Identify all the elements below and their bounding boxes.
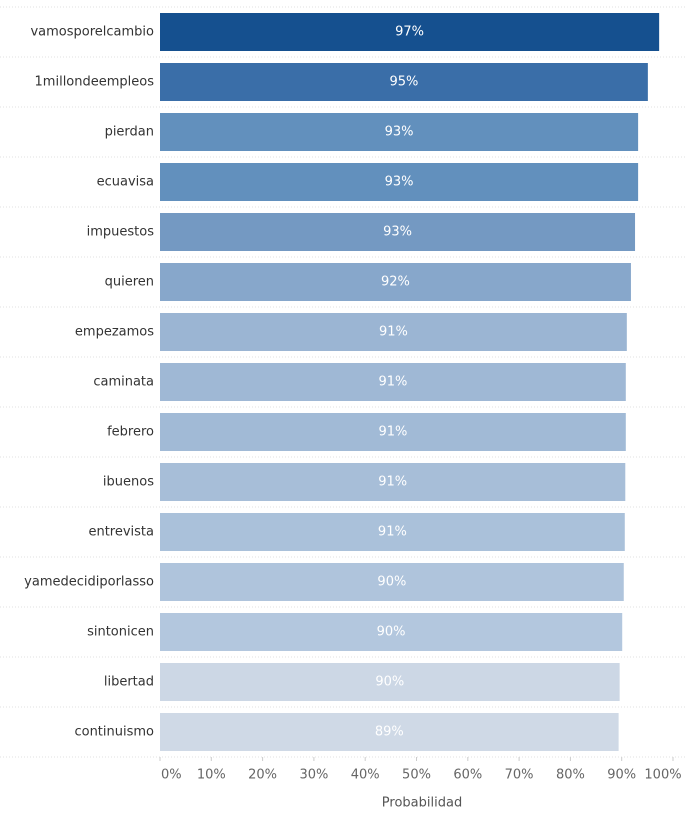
value-label: 93% bbox=[385, 125, 414, 140]
bar bbox=[160, 63, 648, 101]
x-tick-label: 10% bbox=[197, 768, 226, 783]
value-label: 97% bbox=[395, 25, 424, 40]
x-tick-label: 30% bbox=[299, 768, 328, 783]
value-label: 91% bbox=[379, 325, 408, 340]
category-label: ibuenos bbox=[103, 475, 154, 490]
x-axis-title: Probabilidad bbox=[382, 796, 462, 811]
category-label: quieren bbox=[105, 275, 154, 290]
x-tick-label: 70% bbox=[505, 768, 534, 783]
bar bbox=[160, 263, 631, 301]
category-label: empezamos bbox=[75, 325, 154, 340]
value-label: 91% bbox=[378, 425, 407, 440]
value-label: 93% bbox=[383, 225, 412, 240]
x-tick-label: 60% bbox=[453, 768, 482, 783]
bar bbox=[160, 163, 639, 201]
value-label: 89% bbox=[375, 725, 404, 740]
value-label: 90% bbox=[377, 575, 406, 590]
x-tick-label: 80% bbox=[556, 768, 585, 783]
category-label: continuismo bbox=[74, 725, 154, 740]
value-label: 92% bbox=[381, 275, 410, 290]
category-label: yamedecidiporlasso bbox=[24, 575, 154, 590]
bar bbox=[160, 513, 625, 551]
category-label: pierdan bbox=[105, 125, 154, 140]
value-label: 91% bbox=[378, 375, 407, 390]
value-label: 90% bbox=[375, 675, 404, 690]
category-label: 1millondeempleos bbox=[35, 75, 155, 90]
bar bbox=[160, 463, 626, 501]
value-label: 90% bbox=[377, 625, 406, 640]
bar bbox=[160, 613, 623, 651]
category-label: entrevista bbox=[88, 525, 154, 540]
bar bbox=[160, 213, 636, 251]
x-tick-label: 40% bbox=[351, 768, 380, 783]
bar bbox=[160, 563, 624, 601]
bar bbox=[160, 113, 639, 151]
bar bbox=[160, 413, 626, 451]
value-label: 95% bbox=[389, 75, 418, 90]
category-label: febrero bbox=[107, 425, 154, 440]
x-tick-label: 0% bbox=[161, 768, 182, 783]
bar bbox=[160, 663, 620, 701]
value-label: 91% bbox=[378, 525, 407, 540]
value-label: 91% bbox=[378, 475, 407, 490]
category-label: sintonicen bbox=[87, 625, 154, 640]
bar bbox=[160, 13, 660, 51]
x-tick-label: 90% bbox=[607, 768, 636, 783]
bar bbox=[160, 363, 626, 401]
category-label: libertad bbox=[104, 675, 154, 690]
category-label: impuestos bbox=[87, 225, 155, 240]
bar bbox=[160, 313, 627, 351]
value-label: 93% bbox=[385, 175, 414, 190]
x-tick-label: 50% bbox=[402, 768, 431, 783]
bar bbox=[160, 713, 619, 751]
category-label: vamosporelcambio bbox=[30, 25, 154, 40]
category-label: caminata bbox=[93, 375, 154, 390]
category-label: ecuavisa bbox=[97, 175, 154, 190]
x-tick-label: 20% bbox=[248, 768, 277, 783]
x-tick-label: 100% bbox=[644, 768, 681, 783]
